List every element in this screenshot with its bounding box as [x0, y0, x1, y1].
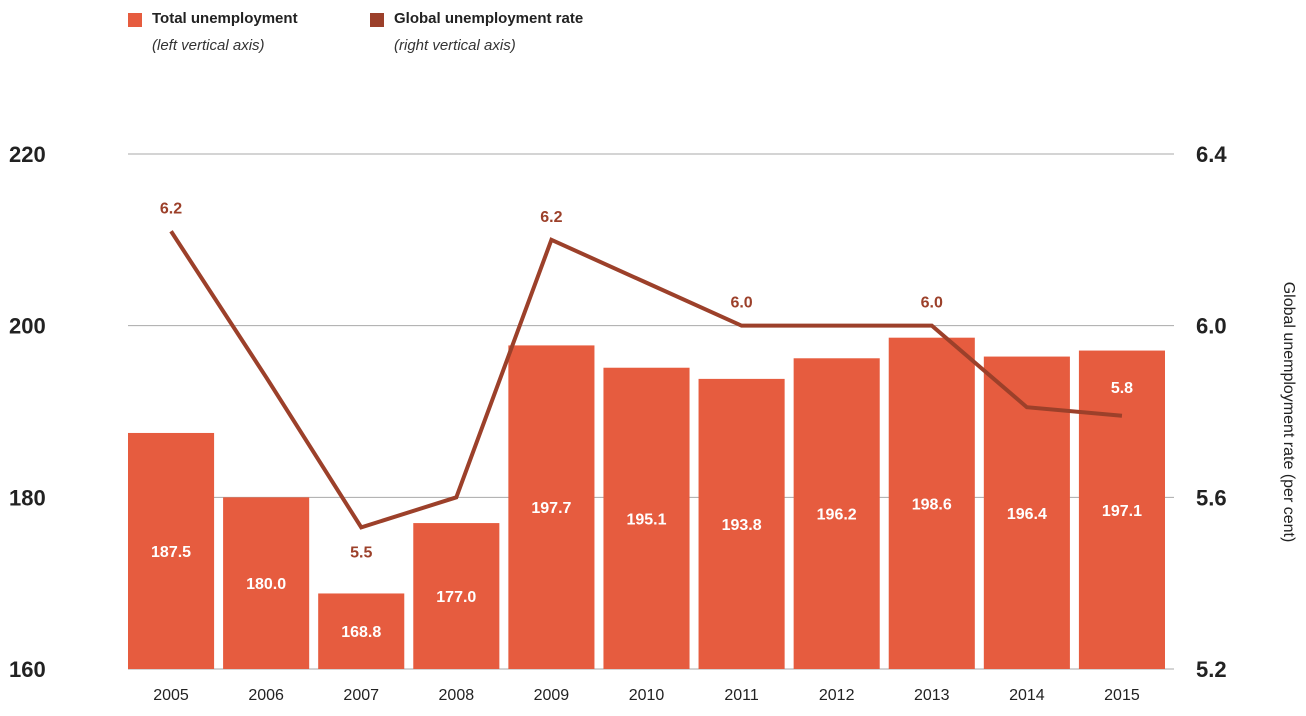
y-left-tick-label: 200: [9, 314, 46, 339]
legend-swatch-bar: [128, 13, 142, 27]
bar-value-label: 196.2: [817, 507, 857, 524]
bar: [1078, 350, 1165, 669]
y-right-tick-label: 6.0: [1196, 314, 1227, 339]
legend-swatch-line: [370, 13, 384, 27]
x-tick-label: 2015: [1104, 687, 1140, 704]
x-tick-label: 2005: [153, 687, 189, 704]
legend-label: Global unemployment rate: [394, 10, 584, 27]
legend-label: Total unemployment: [152, 10, 298, 27]
bar: [698, 378, 785, 669]
x-tick-label: 2007: [343, 687, 379, 704]
line-value-label: 6.0: [730, 295, 752, 312]
bar: [318, 593, 405, 669]
x-tick-label: 2013: [914, 687, 950, 704]
bar-value-label: 193.8: [722, 517, 762, 534]
bar-value-label: 197.1: [1102, 503, 1142, 520]
y-left-tick-label: 220: [9, 142, 46, 167]
bar: [128, 432, 215, 669]
y-right-tick-label: 6.4: [1196, 142, 1227, 167]
legend: Total unemployment (left vertical axis) …: [0, 0, 1306, 80]
x-tick-label: 2011: [724, 687, 759, 704]
x-tick-label: 2008: [439, 687, 475, 704]
x-tick-label: 2014: [1009, 687, 1045, 704]
bar: [793, 358, 880, 669]
y-right-axis-title: Global unemployment rate (per cent): [1280, 282, 1297, 543]
bar-value-label: 180.0: [246, 576, 286, 593]
bar: [603, 367, 690, 669]
bar-value-label: 198.6: [912, 496, 952, 513]
y-right-tick-label: 5.2: [1196, 657, 1227, 682]
x-tick-label: 2012: [819, 687, 855, 704]
line-value-label: 5.5: [350, 544, 372, 561]
bar: [413, 523, 500, 669]
line-value-label: 6.2: [160, 200, 182, 217]
y-left-tick-label: 180: [9, 485, 46, 510]
line-value-label: 6.2: [540, 209, 562, 226]
x-tick-label: 2009: [534, 687, 570, 704]
bar-value-label: 177.0: [436, 589, 476, 606]
line-value-label: 5.8: [1111, 380, 1133, 397]
line-value-label: 6.0: [921, 295, 943, 312]
bar-value-label: 195.1: [626, 511, 666, 528]
bar: [223, 497, 310, 669]
y-left-tick-label: 160: [9, 657, 46, 682]
bar-value-label: 196.4: [1007, 506, 1047, 523]
x-tick-label: 2010: [629, 687, 665, 704]
bar-value-label: 197.7: [531, 500, 571, 517]
legend-note: (right vertical axis): [394, 37, 516, 54]
bar: [888, 337, 975, 669]
legend-note: (left vertical axis): [152, 37, 265, 54]
bar-value-label: 168.8: [341, 624, 381, 641]
y-right-tick-label: 5.6: [1196, 485, 1227, 510]
x-tick-label: 2006: [248, 687, 284, 704]
bar-value-label: 187.5: [151, 544, 191, 561]
unemployment-rate-line: [169, 230, 1123, 530]
bar: [508, 345, 595, 669]
